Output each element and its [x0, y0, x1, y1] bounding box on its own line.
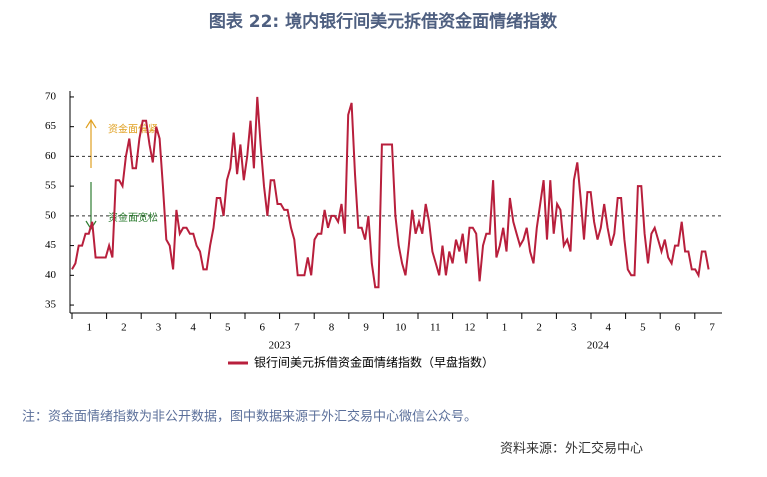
x-tick-label: 3	[156, 322, 162, 334]
y-tick-label: 35	[45, 299, 57, 311]
x-tick-label: 2	[121, 322, 127, 334]
y-tick-label: 50	[45, 209, 57, 221]
x-tick-label: 6	[675, 322, 681, 334]
legend-label: 银行间美元拆借资金面情绪指数（早盘指数）	[254, 355, 494, 370]
chart-title: 图表 22: 境内银行间美元拆借资金面情绪指数	[209, 11, 558, 32]
year-label: 2024	[587, 340, 610, 352]
y-tick-label: 40	[45, 269, 57, 281]
y-tick-label: 70	[45, 90, 57, 102]
x-tick-label: 8	[329, 322, 335, 334]
x-tick-label: 1	[87, 322, 93, 334]
x-tick-label: 5	[640, 322, 646, 334]
line-series	[71, 96, 710, 289]
x-tick-label: 11	[430, 322, 441, 334]
year-label: 2023	[269, 340, 292, 352]
source: 资料来源：外汇交易中心	[500, 441, 643, 457]
x-tick-label: 2	[536, 322, 542, 334]
x-tick-label: 5	[225, 322, 231, 334]
x-tick-label: 1	[502, 322, 508, 334]
y-tick-label: 60	[45, 150, 57, 162]
note: 注：资金面情绪指数为非公开数据，图中数据来源于外汇交易中心微信公众号。	[22, 409, 477, 425]
x-tick-label: 3	[571, 322, 577, 334]
annotation: 资金面偏紧	[108, 122, 158, 135]
x-tick-label: 10	[395, 322, 407, 334]
x-tick-label: 6	[260, 322, 266, 334]
x-tick-label: 4	[606, 322, 612, 334]
x-tick-label: 4	[190, 322, 196, 334]
y-tick-label: 55	[45, 180, 57, 192]
x-tick-label: 7	[709, 322, 715, 334]
y-tick-label: 65	[45, 120, 57, 132]
annotation: 资金面宽松	[108, 211, 158, 224]
x-tick-label: 7	[294, 322, 300, 334]
x-tick-label: 12	[464, 322, 475, 334]
x-tick-label: 9	[363, 322, 369, 334]
y-tick-label: 45	[45, 239, 57, 251]
arrow-head	[85, 118, 97, 129]
